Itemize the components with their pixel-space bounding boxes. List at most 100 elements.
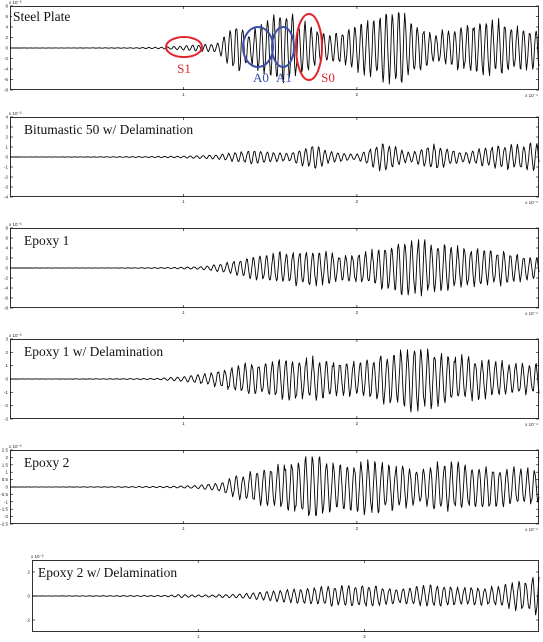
y-exponent-label: x 10⁻³ (31, 554, 44, 559)
y-tick-label: -3 (4, 417, 8, 422)
x-exponent-label: x 10⁻⁴ (525, 93, 538, 98)
x-exponent-label: x 10⁻⁴ (525, 422, 538, 427)
y-tick-label: -1.5 (0, 507, 8, 512)
y-tick-label: -1 (4, 499, 8, 504)
y-tick-label: 1 (5, 363, 8, 368)
title-backdrop (23, 233, 71, 248)
y-tick-label: 4 (5, 25, 8, 30)
x-tick-label: 2 (356, 92, 359, 97)
x-tick-label: 2 (356, 421, 359, 426)
x-exponent-label: x 10⁻⁴ (525, 200, 538, 205)
y-tick-label: 2 (5, 256, 8, 261)
y-tick-label: 2 (5, 455, 8, 460)
annotation-label-s0: S0 (321, 70, 335, 85)
y-exponent-label: x 10⁻³ (9, 0, 22, 5)
y-tick-label: 2 (5, 35, 8, 40)
chart-panel-3: 8 6 4 2 0 -2 -4 -6 -8 x 10⁻³ 1 2 x 10⁻⁴ Epoxy 1 (4, 222, 540, 316)
y-tick-label: -2 (4, 276, 8, 281)
y-tick-label: -0.5 (0, 492, 8, 497)
y-exponent-label: x 10⁻³ (9, 444, 22, 449)
y-tick-label: 2 (5, 135, 8, 140)
series-line (10, 239, 540, 297)
title-backdrop (23, 122, 195, 137)
y-tick-label: 2 (27, 570, 30, 575)
y-tick-label: -1 (4, 165, 8, 170)
y-tick-label: -6 (4, 77, 8, 82)
y-tick-label: -2.5 (0, 522, 8, 527)
y-exponent-label: x 10⁻³ (9, 222, 22, 227)
y-tick-label: 0 (5, 46, 8, 51)
y-tick-label: 6 (5, 14, 8, 19)
y-tick-label: -2 (4, 56, 8, 61)
y-tick-label: -1 (4, 390, 8, 395)
series-line (32, 576, 540, 616)
series-line (10, 142, 540, 172)
y-tick-label: -2 (4, 175, 8, 180)
y-tick-label: -3 (4, 185, 8, 190)
panel-title: Epoxy 2 w/ Delamination (38, 565, 177, 580)
title-backdrop (12, 9, 72, 24)
y-tick-label: 4 (5, 246, 8, 251)
x-tick-label: 1 (182, 421, 185, 426)
panel-title: Bitumastic 50 w/ Delamination (24, 122, 193, 137)
x-tick-label: 1 (182, 92, 185, 97)
y-tick-label: -4 (4, 195, 8, 200)
y-tick-label: 0 (5, 377, 8, 382)
series-line (10, 12, 540, 85)
y-tick-label: 3 (5, 337, 8, 342)
x-tick-label: 1 (182, 526, 185, 531)
y-tick-label: 3 (5, 125, 8, 130)
x-tick-label: 1 (197, 634, 200, 639)
y-tick-label: 4 (5, 115, 8, 120)
x-tick-label: 2 (363, 634, 366, 639)
x-tick-label: 1 (182, 310, 185, 315)
y-exponent-label: x 10⁻³ (9, 111, 22, 116)
y-tick-label: 0 (5, 266, 8, 271)
panel-title: Epoxy 1 (24, 233, 69, 248)
chart-panel-2: 4 3 2 1 0 -1 -2 -3 -4 x 10⁻³ 1 2 x 10⁻⁴ Bitumastic 50… (4, 111, 540, 205)
y-tick-label: -2 (4, 514, 8, 519)
y-tick-label: -8 (4, 306, 8, 311)
chart-panel-6: 2 0 -2 x 10⁻³ 1 2 Epoxy 2 w/ Delamination (26, 554, 540, 639)
annotation-ellipse-s1 (165, 36, 203, 58)
y-tick-label: 0 (27, 594, 30, 599)
x-tick-label: 2 (356, 526, 359, 531)
y-tick-label: -8 (4, 88, 8, 93)
y-tick-label: 1 (5, 470, 8, 475)
annotation-label-a1: A1 (276, 70, 292, 85)
x-tick-label: 2 (356, 199, 359, 204)
y-tick-label: 0 (5, 155, 8, 160)
y-tick-label: 2 (5, 350, 8, 355)
title-backdrop (37, 565, 179, 580)
y-tick-label: 8 (5, 226, 8, 231)
y-tick-label: -4 (4, 286, 8, 291)
series-line (10, 456, 540, 517)
y-tick-label: 0 (5, 485, 8, 490)
y-tick-label: 1 (5, 145, 8, 150)
y-tick-label: 6 (5, 236, 8, 241)
panel-title: Epoxy 1 w/ Delamination (24, 344, 163, 359)
y-tick-label: -4 (4, 67, 8, 72)
annotation-ellipse-a1 (271, 26, 295, 68)
title-backdrop (23, 455, 71, 470)
title-backdrop (23, 344, 165, 359)
y-tick-label: -2 (4, 403, 8, 408)
annotation-label-s1: S1 (177, 61, 191, 76)
y-tick-label: 1.5 (2, 462, 9, 467)
y-tick-label: 2.5 (2, 448, 9, 453)
y-tick-label: 0.5 (2, 477, 9, 482)
chart-panel-5: 2.5 2 1.5 1 0.5 0 -0.5 -1 -1.5 -2 -2.5 x 10⁻³ 1 2 x 10… (0, 444, 540, 532)
chart-panel-4: 3 2 1 0 -1 -2 -3 x 10⁻³ 1 2 x 10⁻⁴ Epoxy 1 w/ Delam… (4, 333, 540, 427)
panel-title: Epoxy 2 (24, 455, 69, 470)
panel-title: Steel Plate (13, 9, 70, 24)
y-tick-label: -2 (26, 618, 30, 623)
x-tick-label: 1 (182, 199, 185, 204)
annotation-label-a0: A0 (253, 70, 269, 85)
y-exponent-label: x 10⁻³ (9, 333, 22, 338)
chart-panel-1: 8 6 4 2 0 -2 -4 -6 -8 x 10⁻³ 1 2 x 10⁻⁴ Steel Plate S1… (4, 0, 540, 98)
annotation-ellipse-s0 (295, 13, 323, 81)
x-tick-label: 2 (356, 310, 359, 315)
y-tick-label: -6 (4, 296, 8, 301)
series-line (10, 348, 540, 413)
